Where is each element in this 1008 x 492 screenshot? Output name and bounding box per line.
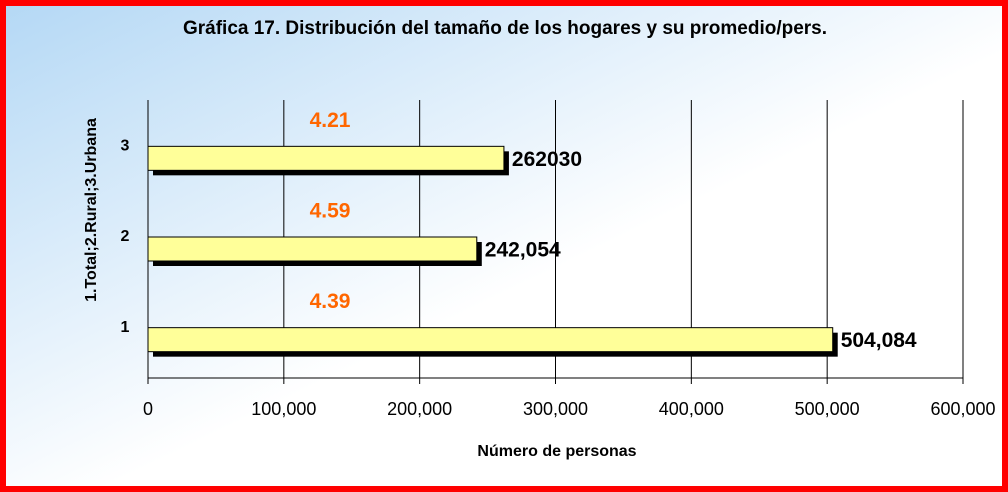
x-tick-label: 100,000 bbox=[251, 399, 316, 419]
y-tick-label: 3 bbox=[121, 138, 130, 155]
data-label: 262030 bbox=[512, 148, 582, 171]
x-tick-label: 300,000 bbox=[523, 399, 588, 419]
x-tick-label: 500,000 bbox=[795, 399, 860, 419]
x-tick-label: 0 bbox=[143, 399, 153, 419]
average-label: 4.59 bbox=[310, 200, 351, 223]
average-label: 4.39 bbox=[310, 290, 351, 313]
bar bbox=[147, 327, 834, 353]
data-label: 504,084 bbox=[841, 329, 917, 352]
y-tick-label: 2 bbox=[121, 228, 130, 245]
x-tick-label: 400,000 bbox=[659, 399, 724, 419]
chart-title: Gráfica 17. Distribución del tamaño de l… bbox=[182, 18, 828, 39]
x-tick-label: 200,000 bbox=[387, 399, 452, 419]
y-axis-label: 1.Total;2.Rural;3.Urbana bbox=[83, 118, 100, 302]
average-label: 4.21 bbox=[310, 109, 351, 132]
x-tick-label: 600,000 bbox=[930, 399, 995, 419]
data-label: 242,054 bbox=[485, 239, 561, 262]
x-axis-label: Número de personas bbox=[477, 443, 636, 460]
bar bbox=[147, 145, 505, 171]
bar bbox=[147, 236, 478, 262]
y-tick-label: 1 bbox=[121, 319, 130, 336]
